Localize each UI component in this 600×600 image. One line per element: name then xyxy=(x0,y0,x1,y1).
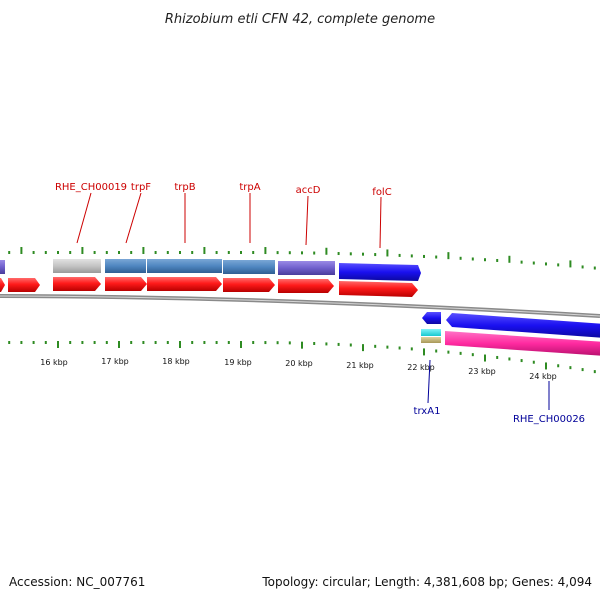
tick-label-23kbp: 23 kbp xyxy=(468,367,496,376)
gene-leader-lines-top xyxy=(76,192,382,249)
feature-box-left-edge[interactable] xyxy=(0,260,5,274)
feature-box-rhe-ch00026-pink[interactable] xyxy=(445,331,600,356)
gene-label-trxa1[interactable]: trxA1 xyxy=(414,406,441,417)
feature-arrow-trxa1[interactable] xyxy=(422,312,441,324)
genome-backbone xyxy=(0,294,600,318)
genome-title: Rhizobium etli CFN 42, complete genome xyxy=(165,12,435,27)
gene-label-rhe-ch00026[interactable]: RHE_CH00026 xyxy=(513,414,585,425)
feature-box-trxa1-cyan[interactable] xyxy=(421,329,441,336)
forward-feature-row xyxy=(0,259,421,281)
feature-box-trpa[interactable] xyxy=(223,260,275,274)
forward-cds-row xyxy=(0,277,418,297)
cds-arrow-1[interactable] xyxy=(8,278,40,292)
tick-label-18kbp: 18 kbp xyxy=(162,357,190,366)
gene-label-folc[interactable]: folC xyxy=(372,187,391,198)
feature-box-trxa1-tan[interactable] xyxy=(421,337,441,343)
gene-labels-bottom: trxA1 RHE_CH00026 xyxy=(414,406,586,425)
cds-arrow-trpf[interactable] xyxy=(105,277,147,291)
gene-label-trpa[interactable]: trpA xyxy=(239,182,260,193)
gene-leader-lines-bottom xyxy=(427,359,550,410)
tick-label-16kbp: 16 kbp xyxy=(40,358,68,367)
cds-arrow-accd[interactable] xyxy=(278,279,334,293)
topology-text: Topology: circular; Length: 4,381,608 bp… xyxy=(261,575,592,589)
feature-arrow-folc[interactable] xyxy=(339,263,421,281)
gene-label-trpb[interactable]: trpB xyxy=(174,182,195,193)
tick-label-21kbp: 21 kbp xyxy=(346,361,374,370)
axis-tick-labels: 16 kbp 17 kbp 18 kbp 19 kbp 20 kbp 21 kb… xyxy=(40,357,557,381)
tick-label-17kbp: 17 kbp xyxy=(101,357,129,366)
feature-box-trpb[interactable] xyxy=(147,259,222,273)
accession-text: Accession: NC_007761 xyxy=(9,575,145,589)
gene-labels-top: RHE_CH00019 trpF trpB trpA accD folC xyxy=(55,182,392,198)
cds-arrow-0[interactable] xyxy=(0,278,5,292)
feature-box-rhe-ch00019[interactable] xyxy=(53,259,101,273)
cds-arrow-folc[interactable] xyxy=(339,281,418,297)
cds-arrow-trpb[interactable] xyxy=(147,277,222,291)
tick-label-19kbp: 19 kbp xyxy=(224,358,252,367)
cds-arrow-trpa[interactable] xyxy=(223,278,275,292)
reverse-feature-row xyxy=(421,312,600,356)
gene-label-accd[interactable]: accD xyxy=(296,185,321,196)
gene-label-rhe-ch00019[interactable]: RHE_CH00019 xyxy=(55,182,127,193)
feature-box-trpf[interactable] xyxy=(105,259,146,273)
tick-ring-lower xyxy=(8,341,596,374)
tick-label-22kbp: 22 kbp xyxy=(407,363,435,372)
feature-arrow-rhe-ch00026-upper[interactable] xyxy=(446,313,600,338)
gene-label-trpf[interactable]: trpF xyxy=(131,182,151,193)
feature-box-accd[interactable] xyxy=(278,261,335,275)
tick-label-20kbp: 20 kbp xyxy=(285,359,313,368)
tick-ring-upper xyxy=(8,247,596,270)
tick-label-24kbp: 24 kbp xyxy=(529,372,557,381)
cds-arrow-rhe-ch00019[interactable] xyxy=(53,277,101,291)
